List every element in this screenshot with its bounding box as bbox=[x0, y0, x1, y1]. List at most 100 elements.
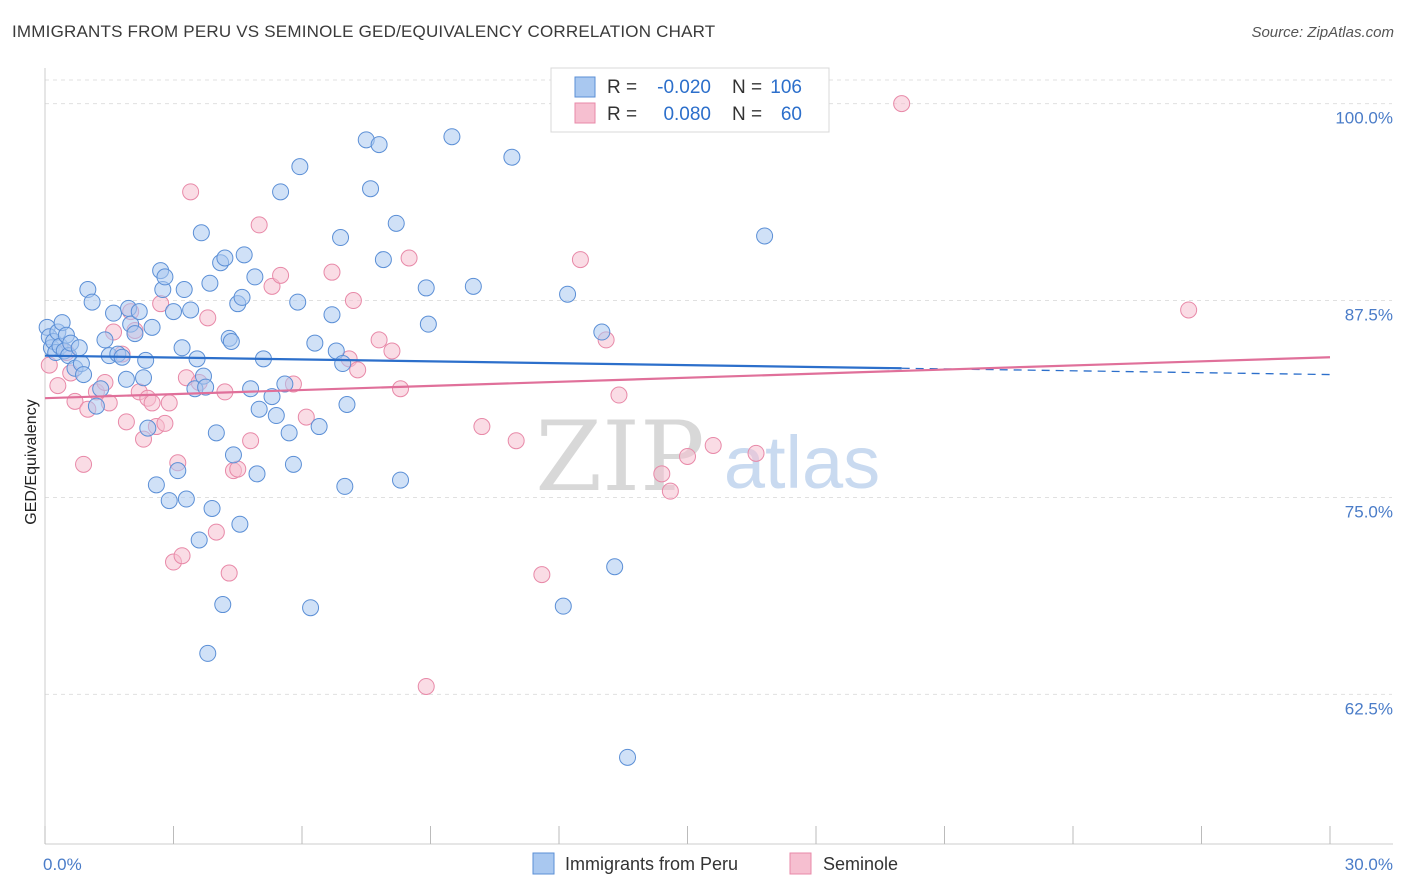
seminole-point bbox=[297, 408, 315, 426]
peru-point bbox=[284, 455, 302, 473]
peru-point bbox=[199, 644, 217, 662]
legend-n-label-peru: N = bbox=[732, 77, 762, 98]
peru-point bbox=[177, 490, 195, 508]
y-tick-label: 100.0% bbox=[1335, 109, 1393, 128]
peru-point bbox=[419, 315, 437, 333]
seminole-point bbox=[242, 432, 260, 450]
seminole-point bbox=[199, 309, 217, 327]
peru-point bbox=[160, 492, 178, 510]
peru-point bbox=[503, 148, 521, 166]
peru-point bbox=[190, 531, 208, 549]
x-tick-label-max: 30.0% bbox=[1345, 855, 1393, 874]
peru-point bbox=[70, 339, 88, 357]
seminole-point bbox=[610, 386, 628, 404]
peru-point bbox=[336, 477, 354, 495]
peru-point bbox=[92, 380, 110, 398]
peru-point bbox=[233, 288, 251, 306]
seminole-point bbox=[349, 361, 367, 379]
seminole-point bbox=[704, 436, 722, 454]
peru-point bbox=[83, 293, 101, 311]
legend-swatch-seminole bbox=[574, 102, 596, 124]
y-tick-labels: 62.5% 75.0% 87.5% 100.0% bbox=[1335, 109, 1393, 719]
peru-point bbox=[248, 465, 266, 483]
seminole-point bbox=[571, 251, 589, 269]
peru-point bbox=[197, 378, 215, 396]
peru-point bbox=[75, 366, 93, 384]
legend-n-value-peru: 106 bbox=[770, 77, 802, 98]
seminole-point bbox=[182, 183, 200, 201]
peru-point bbox=[443, 128, 461, 146]
peru-point bbox=[334, 355, 352, 373]
peru-point bbox=[135, 369, 153, 387]
seminole-point bbox=[344, 292, 362, 310]
legend-r-label-peru: R = bbox=[607, 77, 637, 98]
peru-point bbox=[593, 323, 611, 341]
peru-point bbox=[143, 318, 161, 336]
peru-point bbox=[291, 158, 309, 176]
bottom-legend-swatch-peru bbox=[532, 852, 555, 875]
peru-point bbox=[242, 380, 260, 398]
seminole-points bbox=[40, 95, 1198, 695]
peru-point bbox=[250, 400, 268, 418]
peru-point bbox=[246, 268, 264, 286]
peru-point bbox=[267, 407, 285, 425]
seminole-point bbox=[893, 95, 911, 113]
peru-point bbox=[272, 183, 290, 201]
axes bbox=[44, 68, 1393, 845]
top-legend: R = -0.020 N = 106 R = 0.080 N = 60 bbox=[550, 67, 830, 133]
seminole-point bbox=[160, 394, 178, 412]
seminole-point bbox=[117, 413, 135, 431]
peru-point bbox=[175, 281, 193, 299]
peru-point bbox=[362, 180, 380, 198]
peru-point bbox=[216, 249, 234, 267]
seminole-point bbox=[173, 547, 191, 565]
peru-point bbox=[156, 268, 174, 286]
peru-point bbox=[235, 246, 253, 264]
peru-point bbox=[214, 596, 232, 614]
y-tick-label: 62.5% bbox=[1345, 699, 1393, 718]
seminole-point bbox=[661, 482, 679, 500]
seminole-point bbox=[507, 432, 525, 450]
peru-point bbox=[169, 462, 187, 480]
peru-point bbox=[165, 303, 182, 321]
bottom-legend-label-seminole: Seminole bbox=[823, 854, 898, 874]
seminole-point bbox=[679, 447, 696, 465]
watermark-atlas: atlas bbox=[724, 421, 880, 504]
seminole-point bbox=[653, 465, 671, 483]
peru-point bbox=[201, 274, 219, 292]
seminole-point bbox=[533, 566, 551, 584]
bottom-legend: Immigrants from Peru Seminole bbox=[532, 852, 898, 875]
peru-point bbox=[130, 303, 148, 321]
seminole-point bbox=[49, 377, 67, 395]
legend-swatch-peru bbox=[574, 76, 596, 98]
peru-point bbox=[370, 136, 388, 154]
chart-title: IMMIGRANTS FROM PERU VS SEMINOLE GED/EQU… bbox=[12, 22, 716, 41]
x-tick-labels: 0.0% 30.0% bbox=[43, 855, 1393, 874]
legend-r-value-seminole: 0.080 bbox=[663, 104, 711, 125]
peru-point bbox=[310, 418, 328, 436]
seminole-point bbox=[417, 677, 435, 695]
peru-point bbox=[374, 251, 392, 269]
legend-n-value-seminole: 60 bbox=[781, 104, 802, 125]
seminole-point bbox=[747, 444, 765, 462]
seminole-trend-line bbox=[44, 356, 1331, 400]
seminole-point bbox=[207, 523, 225, 541]
peru-point bbox=[387, 214, 405, 232]
peru-point bbox=[192, 224, 210, 242]
legend-r-value-peru: -0.020 bbox=[657, 77, 711, 98]
seminole-point bbox=[143, 394, 161, 412]
seminole-point bbox=[370, 331, 388, 349]
legend-n-label-seminole: N = bbox=[732, 104, 762, 125]
peru-point bbox=[332, 229, 350, 247]
seminole-point bbox=[75, 455, 93, 473]
peru-point bbox=[289, 293, 307, 311]
peru-point bbox=[554, 597, 572, 615]
seminole-point bbox=[400, 249, 418, 267]
seminole-point bbox=[250, 216, 268, 234]
seminole-point bbox=[1180, 301, 1198, 319]
peru-point bbox=[392, 471, 410, 489]
peru-point bbox=[182, 301, 200, 319]
peru-point bbox=[263, 388, 281, 406]
peru-point bbox=[231, 515, 249, 533]
peru-point bbox=[96, 331, 114, 349]
